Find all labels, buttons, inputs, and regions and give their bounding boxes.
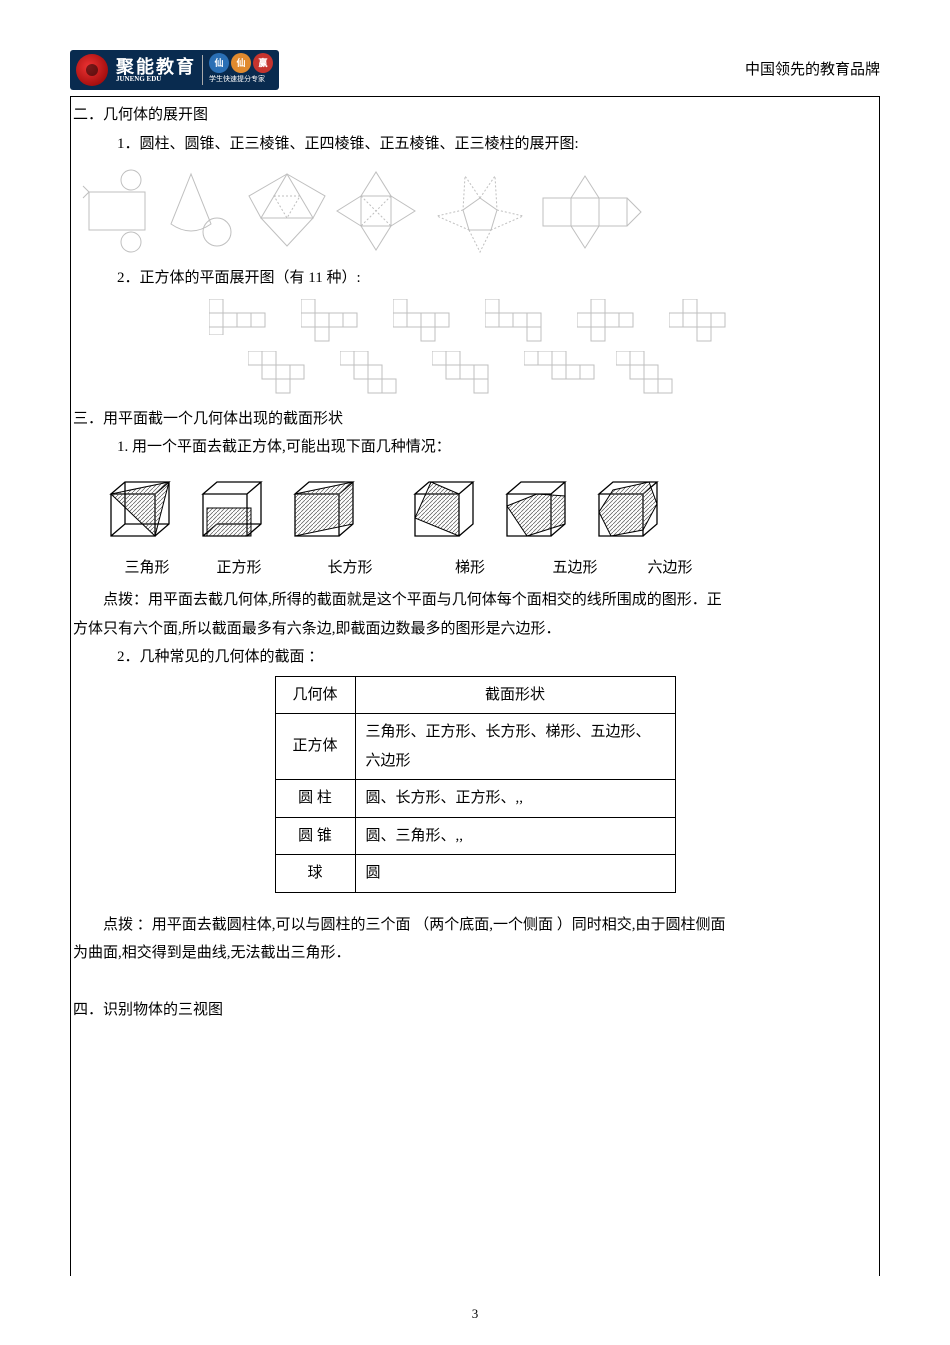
logo-sub: JUNENG EDU (116, 76, 196, 83)
content-frame: 二．几何体的展开图 1．圆柱、圆锥、正三棱锥、正四棱锥、正五棱锥、正三棱柱的展开… (70, 96, 880, 1276)
cube-net-4 (485, 299, 557, 343)
sec2-item1: 1．圆柱、圆锥、正三棱锥、正四棱锥、正五棱锥、正三棱柱的展开图: (71, 130, 879, 159)
td-r4c1: 球 (275, 855, 355, 893)
sec3-item2: 2．几种常见的几何体的截面 ： (71, 643, 879, 672)
badge-3: 赢 (253, 53, 273, 73)
td-r3c2: 圆、三角形、,, (355, 817, 675, 855)
sec3-note2: 点拨 ：用平面去截圆柱体,可以与圆柱的三个面 （两个底面,一个侧面 ）同时相交,… (71, 911, 879, 940)
sec2-title: 二．几何体的展开图 (71, 101, 879, 130)
cylinder-net-icon (77, 168, 155, 254)
logo-badges-wrap: 仙 仙 赢 学生快速提分专家 (209, 53, 273, 86)
cube-net-9 (432, 351, 504, 395)
tri-pyramid-net-icon (247, 168, 327, 254)
cube-net-8 (340, 351, 412, 395)
td-r3c1: 圆 锥 (275, 817, 355, 855)
logo-slogan: 学生快速提分专家 (209, 73, 273, 86)
badge-2: 仙 (231, 53, 251, 73)
cs-labels: 三角形 正方形 长方形 梯形 五边形 六边形 (71, 554, 879, 587)
cs-label-1: 三角形 (101, 554, 193, 583)
cube-nets-row1 (71, 293, 879, 349)
cone-net-icon (161, 168, 241, 254)
logo: 聚能教育 JUNENG EDU 仙 仙 赢 学生快速提分专家 (70, 50, 279, 90)
cube-net-10 (524, 351, 596, 395)
cs-rectangle-icon (285, 476, 359, 546)
td-r2c1: 圆 柱 (275, 780, 355, 818)
td-r4c2: 圆 (355, 855, 675, 893)
sec3-item1: 1. 用一个平面去截正方体,可能出现下面几种情况： (71, 433, 879, 462)
logo-badges: 仙 仙 赢 (209, 53, 273, 73)
unfold-diagrams (71, 158, 879, 264)
th-shape: 截面形状 (355, 676, 675, 714)
logo-main: 聚能教育 (116, 58, 196, 76)
cs-triangle-icon (101, 476, 175, 546)
logo-text: 聚能教育 JUNENG EDU (116, 58, 196, 83)
sec3-note1: 点拨：用平面去截几何体,所得的截面就是这个平面与几何体每个面相交的线所围成的图形… (71, 586, 879, 615)
th-solid: 几何体 (275, 676, 355, 714)
brand-text: 中国领先的教育品牌 (745, 56, 880, 85)
cube-net-11 (616, 351, 702, 395)
cs-label-4: 梯形 (415, 554, 525, 583)
td-r1c1: 正方体 (275, 714, 355, 780)
sec4-title: 四．识别物体的三视图 (71, 996, 879, 1025)
td-r1c2: 三角形、正方形、长方形、梯形、五边形、六边形 (355, 714, 675, 780)
sec3-title: 三．用平面截一个几何体出现的截面形状 (71, 405, 879, 434)
logo-divider (202, 55, 203, 85)
cube-net-1 (209, 299, 281, 335)
cs-pentagon-icon (497, 476, 571, 546)
cs-label-5: 五边形 (525, 554, 625, 583)
cross-section-table: 几何体 截面形状 正方体 三角形、正方形、长方形、梯形、五边形、六边形 圆 柱 … (275, 676, 676, 893)
cube-nets-row2 (71, 349, 879, 405)
sec2-item2: 2．正方体的平面展开图（有 11 种）: (71, 264, 879, 293)
cs-square-icon (193, 476, 267, 546)
sec3-note1b: 方体只有六个面,所以截面最多有六条边,即截面边数最多的图形是六边形． (71, 615, 879, 644)
td-r2c2: 圆、长方形、正方形、,, (355, 780, 675, 818)
penta-pyramid-net-icon (425, 168, 535, 254)
cube-net-5 (577, 299, 649, 343)
cube-net-6 (669, 299, 741, 343)
cube-net-3 (393, 299, 465, 343)
cs-label-2: 正方形 (193, 554, 285, 583)
cs-trapezoid-icon (405, 476, 479, 546)
logo-icon (76, 54, 108, 86)
cube-net-7 (248, 351, 320, 395)
cube-net-2 (301, 299, 373, 343)
square-pyramid-net-icon (333, 168, 419, 254)
sec3-note2b: 为曲面,相交得到是曲线,无法截出三角形． (71, 939, 879, 968)
badge-1: 仙 (209, 53, 229, 73)
cs-label-6: 六边形 (625, 554, 715, 583)
page-header: 聚能教育 JUNENG EDU 仙 仙 赢 学生快速提分专家 中国领先的教育品牌 (70, 50, 880, 90)
cs-hexagon-icon (589, 476, 663, 546)
cs-label-3: 长方形 (285, 554, 415, 583)
cross-section-diagrams (71, 462, 879, 554)
tri-prism-net-icon (541, 168, 647, 254)
page-number: 3 (472, 1302, 479, 1327)
